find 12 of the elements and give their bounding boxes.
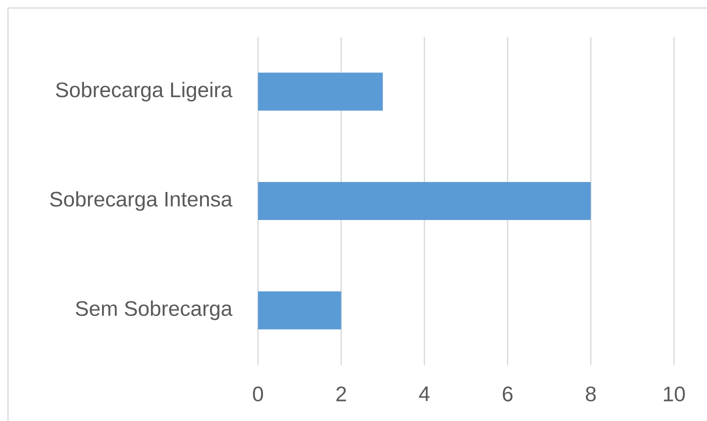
x-tick-label: 4 xyxy=(419,386,430,401)
y-tick-label: Sobrecarga Intensa xyxy=(50,191,232,211)
bar xyxy=(258,291,342,330)
x-tick-label: 10 xyxy=(664,386,685,402)
y-tick-label: Sem Sobrecarga xyxy=(76,300,232,320)
y-tick-label: Sobrecarga Ligeira xyxy=(56,82,232,102)
x-tick-label: 0 xyxy=(252,386,264,402)
x-tick-label: 2 xyxy=(336,386,346,402)
bar xyxy=(258,182,591,220)
bar xyxy=(258,72,383,111)
x-tick-label: 6 xyxy=(502,386,513,402)
x-tick-label: 8 xyxy=(586,386,596,402)
